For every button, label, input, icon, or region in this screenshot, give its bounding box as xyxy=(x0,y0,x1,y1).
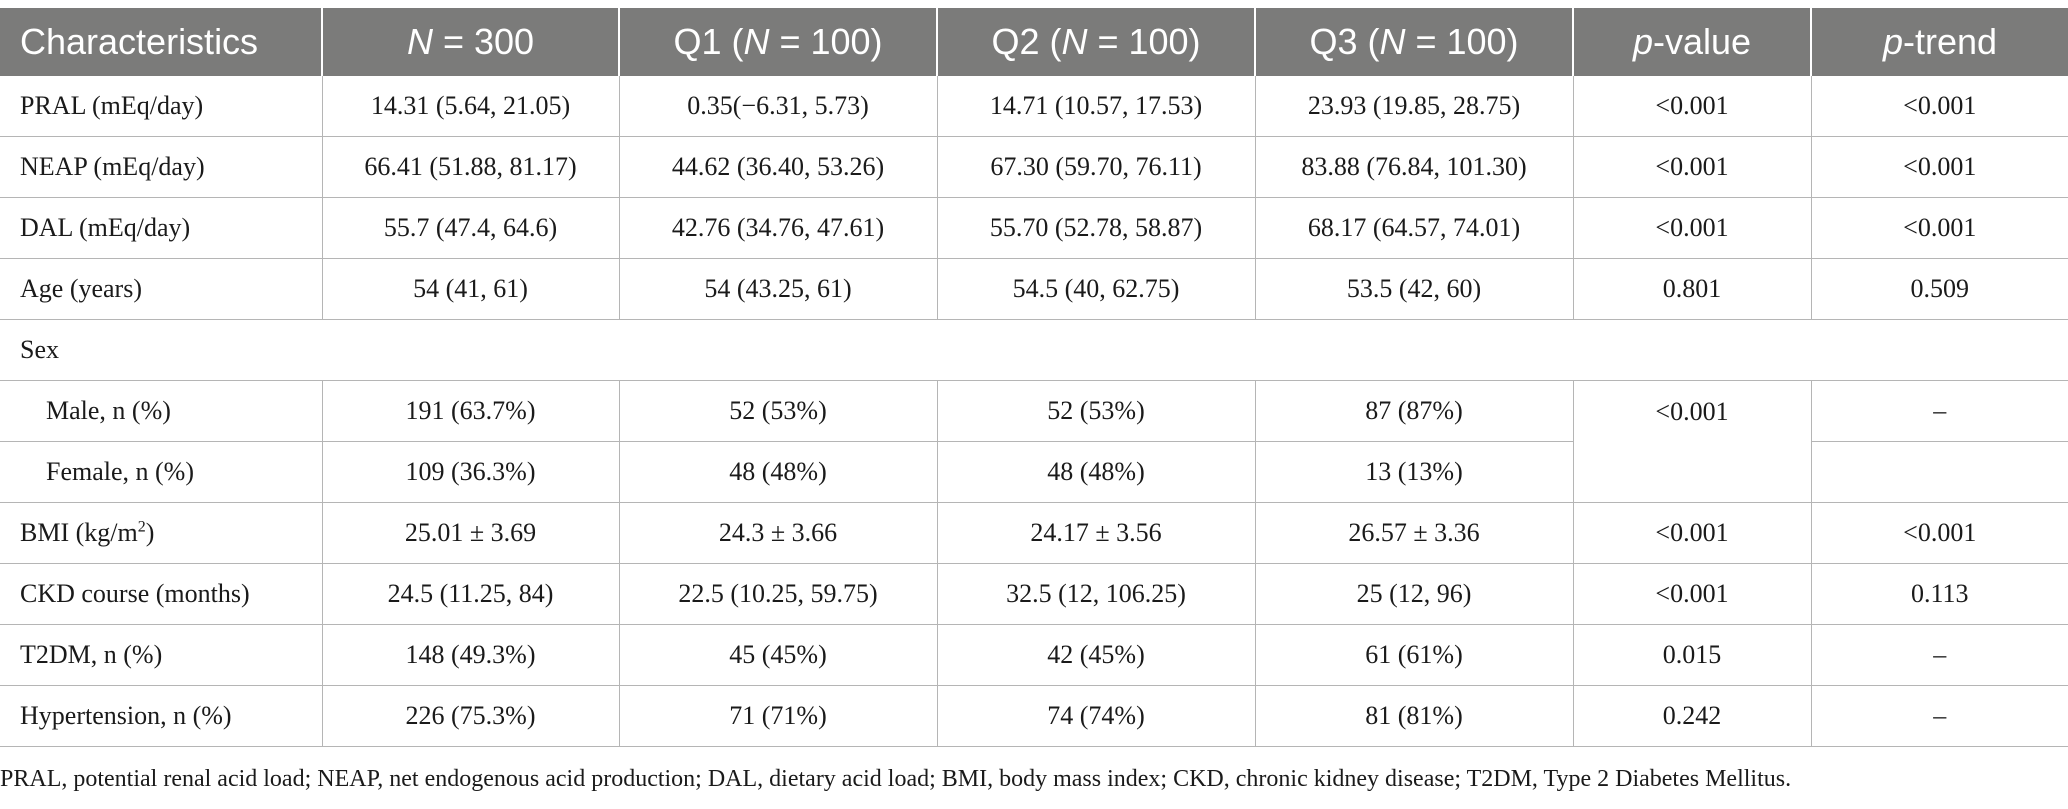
header-q2: Q2 (N = 100) xyxy=(937,8,1256,76)
cell-total: 14.31 (5.64, 21.05) xyxy=(322,76,620,137)
cell-q2: 52 (53%) xyxy=(937,380,1256,442)
cell-q1: 71 (71%) xyxy=(619,685,938,747)
cell-q2: 42 (45%) xyxy=(937,624,1256,686)
cell-total: 54 (41, 61) xyxy=(322,258,620,320)
row-label: PRAL (mEq/day) xyxy=(0,76,323,137)
row-label: DAL (mEq/day) xyxy=(0,197,323,259)
cell-total: 109 (36.3%) xyxy=(322,441,620,503)
cell-q1: 54 (43.25, 61) xyxy=(619,258,938,320)
cell-q2: 54.5 (40, 62.75) xyxy=(937,258,1256,320)
row-label: T2DM, n (%) xyxy=(0,624,323,686)
header-total: N = 300 xyxy=(322,8,620,76)
cell-p-value: <0.001 xyxy=(1573,380,1812,503)
characteristics-table: Characteristics N = 300 Q1 (N = 100) Q2 … xyxy=(0,8,2068,747)
table-row-ckd: CKD course (months) 24.5 (11.25, 84) 22.… xyxy=(0,563,2068,625)
cell-p-value: <0.001 xyxy=(1573,197,1812,259)
cell-p-value: <0.001 xyxy=(1573,502,1812,564)
row-label: Hypertension, n (%) xyxy=(0,685,323,747)
row-label: Male, n (%) xyxy=(0,380,323,442)
cell-p-trend: 0.509 xyxy=(1811,258,2068,320)
cell-q3: 25 (12, 96) xyxy=(1255,563,1574,625)
header-characteristics: Characteristics xyxy=(0,8,323,76)
table-row-dal: DAL (mEq/day) 55.7 (47.4, 64.6) 42.76 (3… xyxy=(0,197,2068,259)
cell-p-value: 0.242 xyxy=(1573,685,1812,747)
cell-p-trend: <0.001 xyxy=(1811,136,2068,198)
cell-total: 66.41 (51.88, 81.17) xyxy=(322,136,620,198)
cell-q1: 24.3 ± 3.66 xyxy=(619,502,938,564)
header-q1: Q1 (N = 100) xyxy=(619,8,938,76)
cell-p-trend: <0.001 xyxy=(1811,76,2068,137)
cell-q3: 61 (61%) xyxy=(1255,624,1574,686)
cell-q2: 67.30 (59.70, 76.11) xyxy=(937,136,1256,198)
row-label: CKD course (months) xyxy=(0,563,323,625)
header-p-trend: p-trend xyxy=(1811,8,2068,76)
cell-total: 191 (63.7%) xyxy=(322,380,620,442)
cell-q1: 22.5 (10.25, 59.75) xyxy=(619,563,938,625)
row-label-sex: Sex xyxy=(0,319,2068,381)
cell-q1: 42.76 (34.76, 47.61) xyxy=(619,197,938,259)
table-row-neap: NEAP (mEq/day) 66.41 (51.88, 81.17) 44.6… xyxy=(0,136,2068,198)
cell-q3: 83.88 (76.84, 101.30) xyxy=(1255,136,1574,198)
cell-q3: 53.5 (42, 60) xyxy=(1255,258,1574,320)
cell-total: 226 (75.3%) xyxy=(322,685,620,747)
cell-p-value: <0.001 xyxy=(1573,136,1812,198)
cell-p-trend: <0.001 xyxy=(1811,502,2068,564)
cell-p-trend: <0.001 xyxy=(1811,197,2068,259)
cell-total: 25.01 ± 3.69 xyxy=(322,502,620,564)
cell-q3: 26.57 ± 3.36 xyxy=(1255,502,1574,564)
cell-p-trend xyxy=(1811,441,2068,503)
cell-p-value: <0.001 xyxy=(1573,76,1812,137)
cell-q3: 23.93 (19.85, 28.75) xyxy=(1255,76,1574,137)
table-row-bmi: BMI (kg/m2) 25.01 ± 3.69 24.3 ± 3.66 24.… xyxy=(0,502,2068,564)
cell-q1: 45 (45%) xyxy=(619,624,938,686)
cell-q2: 74 (74%) xyxy=(937,685,1256,747)
cell-q1: 52 (53%) xyxy=(619,380,938,442)
table-row-t2dm: T2DM, n (%) 148 (49.3%) 45 (45%) 42 (45%… xyxy=(0,624,2068,686)
cell-q1: 48 (48%) xyxy=(619,441,938,503)
table-row-hypertension: Hypertension, n (%) 226 (75.3%) 71 (71%)… xyxy=(0,685,2068,747)
table-row-sex: Sex xyxy=(0,319,2068,381)
table-row-age: Age (years) 54 (41, 61) 54 (43.25, 61) 5… xyxy=(0,258,2068,320)
cell-q1: 0.35(−6.31, 5.73) xyxy=(619,76,938,137)
cell-p-value: 0.015 xyxy=(1573,624,1812,686)
cell-p-value: 0.801 xyxy=(1573,258,1812,320)
header-row: Characteristics N = 300 Q1 (N = 100) Q2 … xyxy=(0,8,2068,76)
cell-total: 148 (49.3%) xyxy=(322,624,620,686)
cell-p-value: <0.001 xyxy=(1573,563,1812,625)
table-footnote: PRAL, potential renal acid load; NEAP, n… xyxy=(0,766,1792,792)
cell-q2: 32.5 (12, 106.25) xyxy=(937,563,1256,625)
cell-q2: 14.71 (10.57, 17.53) xyxy=(937,76,1256,137)
cell-p-trend: 0.113 xyxy=(1811,563,2068,625)
row-label: BMI (kg/m2) xyxy=(0,502,323,564)
cell-total: 55.7 (47.4, 64.6) xyxy=(322,197,620,259)
header-q3: Q3 (N = 100) xyxy=(1255,8,1574,76)
table-row-male: Male, n (%) 191 (63.7%) 52 (53%) 52 (53%… xyxy=(0,380,2068,503)
cell-q2: 48 (48%) xyxy=(937,441,1256,503)
cell-q2: 24.17 ± 3.56 xyxy=(937,502,1256,564)
cell-total: 24.5 (11.25, 84) xyxy=(322,563,620,625)
cell-q3: 68.17 (64.57, 74.01) xyxy=(1255,197,1574,259)
header-p-value: p-value xyxy=(1573,8,1812,76)
cell-p-trend: – xyxy=(1811,685,2068,747)
cell-p-trend: – xyxy=(1811,624,2068,686)
row-label: Female, n (%) xyxy=(0,441,323,503)
cell-p-trend: – xyxy=(1811,380,2068,442)
table-row-pral: PRAL (mEq/day) 14.31 (5.64, 21.05) 0.35(… xyxy=(0,76,2068,137)
table-row-female: Female, n (%) 109 (36.3%) 48 (48%) 48 (4… xyxy=(0,441,2068,503)
row-label: NEAP (mEq/day) xyxy=(0,136,323,198)
cell-q3: 81 (81%) xyxy=(1255,685,1574,747)
cell-q3: 13 (13%) xyxy=(1255,441,1574,503)
cell-q3: 87 (87%) xyxy=(1255,380,1574,442)
cell-q2: 55.70 (52.78, 58.87) xyxy=(937,197,1256,259)
row-label: Age (years) xyxy=(0,258,323,320)
cell-q1: 44.62 (36.40, 53.26) xyxy=(619,136,938,198)
